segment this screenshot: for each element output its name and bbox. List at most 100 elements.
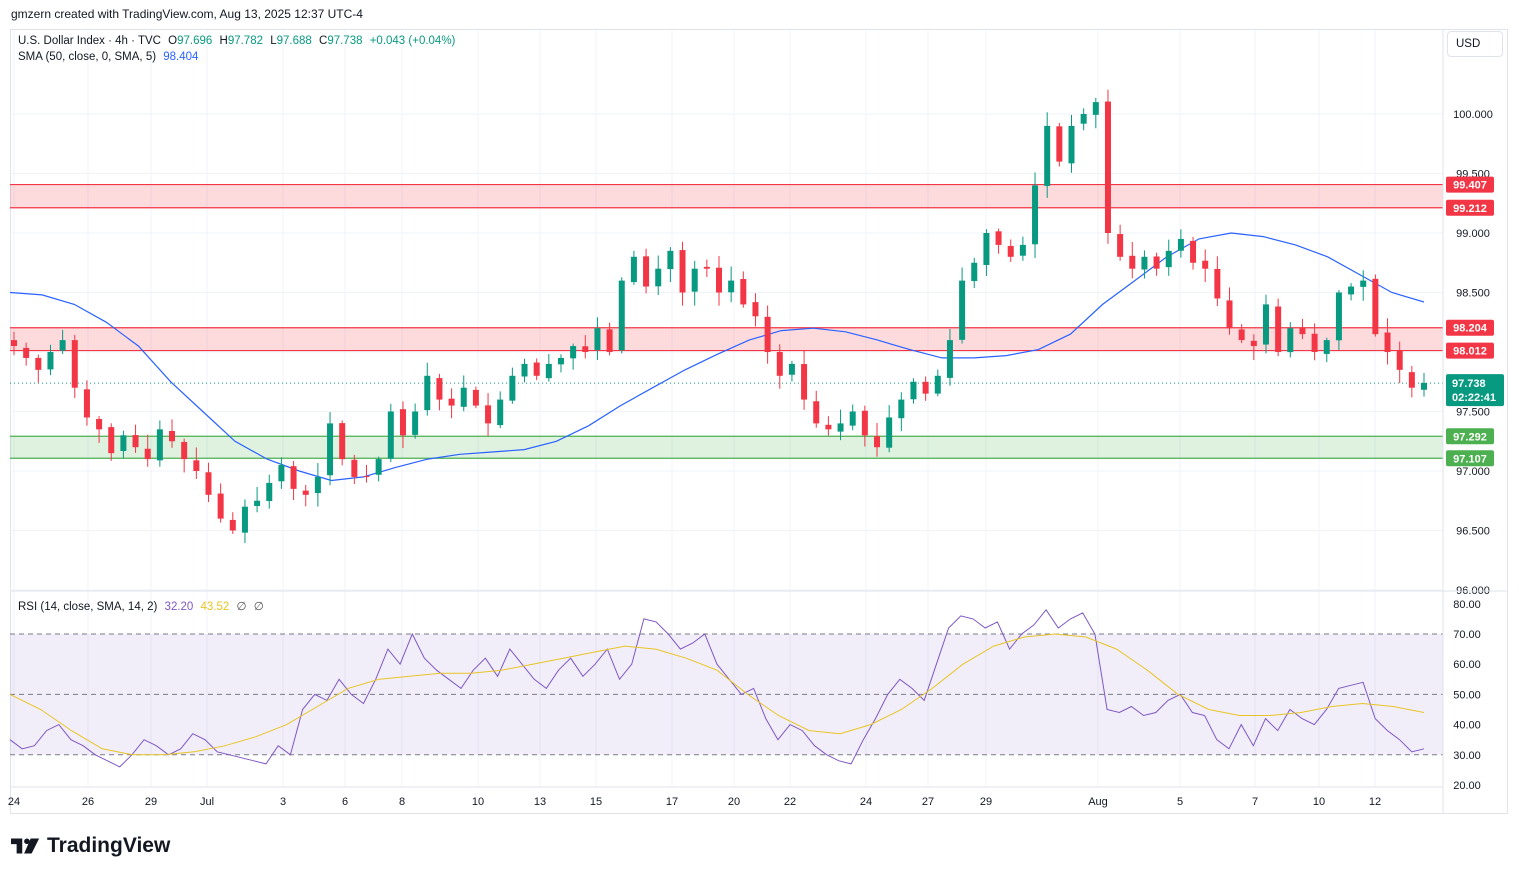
open-value: 97.696 (177, 35, 213, 47)
x-tick-label: 10 (1313, 796, 1325, 808)
candle-body (351, 459, 358, 477)
candle-body (995, 231, 1002, 245)
candle-body (1226, 300, 1233, 329)
candle-body (703, 266, 710, 269)
support-zone-fill (10, 436, 1443, 459)
candle-body (205, 472, 212, 495)
candle-body (1032, 185, 1039, 245)
candle-body (946, 340, 953, 378)
candle-body (934, 375, 941, 394)
x-tick-label: 20 (728, 796, 740, 808)
candle-body (1311, 333, 1318, 352)
price-tag-98204: 98.204 (1446, 319, 1494, 336)
candle-body (181, 441, 188, 460)
resistance-zone-lower-fill (10, 327, 1443, 351)
sma-legend: SMA (50, close, 0, SMA, 5) 98.404 (18, 51, 202, 63)
close-label: C (319, 35, 328, 47)
candle-body (764, 316, 771, 352)
candle-body (1408, 372, 1415, 388)
candle-body (521, 363, 528, 377)
chart-attribution: gmzern created with TradingView.com, Aug… (11, 7, 363, 21)
candle-body (557, 357, 564, 365)
y-tick-label: 97.000 (1456, 466, 1490, 478)
candle-body (412, 411, 419, 435)
candle-body (485, 405, 492, 424)
candle-body (594, 328, 601, 350)
candle-body (1396, 350, 1403, 370)
sma-value: 98.404 (163, 51, 199, 63)
candle-body (1165, 250, 1172, 268)
open-label: O (168, 35, 178, 47)
rsi-tick-label: 60.00 (1453, 659, 1481, 671)
candle-body (1262, 304, 1269, 345)
price-legend: U.S. Dollar Index · 4h · TVC O97.696 H97… (18, 35, 459, 47)
candle-body (1384, 332, 1391, 352)
candle-body (825, 424, 832, 430)
candle-body (1129, 255, 1136, 269)
candle-body (801, 364, 808, 400)
candle-body (436, 378, 443, 400)
candle-body (1092, 102, 1099, 115)
price-tags: 99.407 99.212 98.204 98.012 97.292 97.107 97.7… (1446, 176, 1504, 467)
candle-body (533, 362, 540, 376)
chart-frame (10, 29, 1508, 814)
candle-body (618, 280, 625, 351)
last-price-countdown: 02:22:41 (1452, 392, 1496, 404)
low-label: L (270, 35, 277, 47)
x-tick-label: 17 (666, 796, 678, 808)
rsi-tick-label: 50.00 (1453, 689, 1481, 701)
candle-body (874, 436, 881, 448)
sma-path (9, 232, 1425, 482)
sma-label[interactable]: SMA (50, close, 0, SMA, 5) (18, 51, 157, 63)
y-tick-label: 97.500 (1456, 407, 1490, 419)
candle-body (1068, 125, 1075, 164)
rsi-tick-label: 70.00 (1453, 629, 1481, 641)
candle-body (849, 411, 856, 426)
sma-line (9, 232, 1425, 482)
rsi-extra-1: ∅ (236, 601, 247, 613)
x-tick-label: 27 (922, 796, 934, 808)
candle-body (387, 411, 394, 459)
candle-body (23, 347, 30, 358)
candle-body (740, 279, 747, 305)
rsi-background (10, 633, 1443, 756)
candle-body (497, 399, 504, 426)
candle-body (1190, 240, 1197, 263)
price-tag-99407-box (1446, 176, 1494, 193)
x-tick-label: 8 (399, 796, 405, 808)
candle-body (120, 435, 127, 451)
price-tag-97292-box (1446, 428, 1494, 445)
candle-body (667, 250, 674, 270)
x-tick-label: 7 (1252, 796, 1258, 808)
rsi-tick-label: 20.00 (1453, 780, 1481, 792)
candle-body (83, 389, 90, 418)
candle-body (606, 329, 613, 352)
candle-body (655, 268, 662, 287)
candle-body (254, 500, 261, 507)
candle-body (837, 423, 844, 432)
candle-body (363, 476, 370, 478)
candle-body (169, 430, 176, 442)
price-tag-99212: 99.212 (1446, 199, 1494, 216)
price-tag-98204-text: 98.204 (1453, 323, 1488, 335)
candle-body (1202, 260, 1209, 269)
price-tag-98012: 98.012 (1446, 342, 1494, 359)
candle-body (1214, 268, 1221, 299)
x-tick-label: 26 (82, 796, 94, 808)
symbol-title[interactable]: U.S. Dollar Index · 4h · TVC (18, 35, 161, 47)
candle-body (922, 381, 929, 394)
brand-name: TradingView (47, 834, 171, 857)
candle-body (1153, 256, 1160, 269)
x-tick-label: Aug (1088, 796, 1108, 808)
price-tag-97107-text: 97.107 (1453, 453, 1487, 465)
currency-button[interactable]: USD (1447, 31, 1503, 57)
candle-body (679, 250, 686, 293)
price-tag-98204-box (1446, 319, 1494, 336)
rsi-label[interactable]: RSI (14, close, SMA, 14, 2) (18, 601, 158, 613)
candle-body (59, 340, 66, 351)
candle-body (545, 363, 552, 379)
price-tag-99212-box (1446, 199, 1494, 216)
candle-body (728, 280, 735, 293)
candle-body (813, 401, 820, 424)
